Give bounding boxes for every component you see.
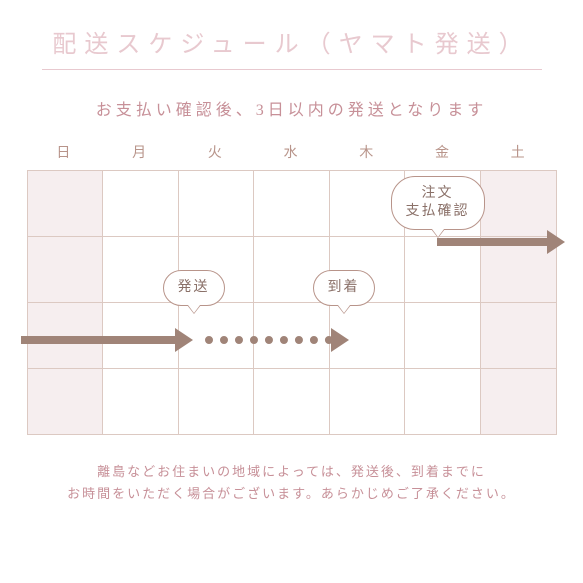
day-header: 土 xyxy=(481,142,557,170)
day-header: 金 xyxy=(405,142,481,170)
day-header: 水 xyxy=(254,142,330,170)
calendar: 日 月 火 水 木 金 土 注文支払確認発送到着 xyxy=(27,142,557,435)
day-header: 月 xyxy=(102,142,178,170)
title-underline xyxy=(42,69,542,70)
footnote: 離島などお住まいの地域によっては、発送後、到着までにお時間をいただく場合がござい… xyxy=(47,461,537,505)
day-headers: 日 月 火 水 木 金 土 xyxy=(27,142,557,170)
day-header: 火 xyxy=(178,142,254,170)
day-header: 木 xyxy=(329,142,405,170)
calendar-grid xyxy=(27,170,557,435)
day-header: 日 xyxy=(27,142,103,170)
page-subtitle: お支払い確認後、3日以内の発送となります xyxy=(0,96,583,120)
page-title: 配送スケジュール（ヤマト発送） xyxy=(0,0,583,59)
